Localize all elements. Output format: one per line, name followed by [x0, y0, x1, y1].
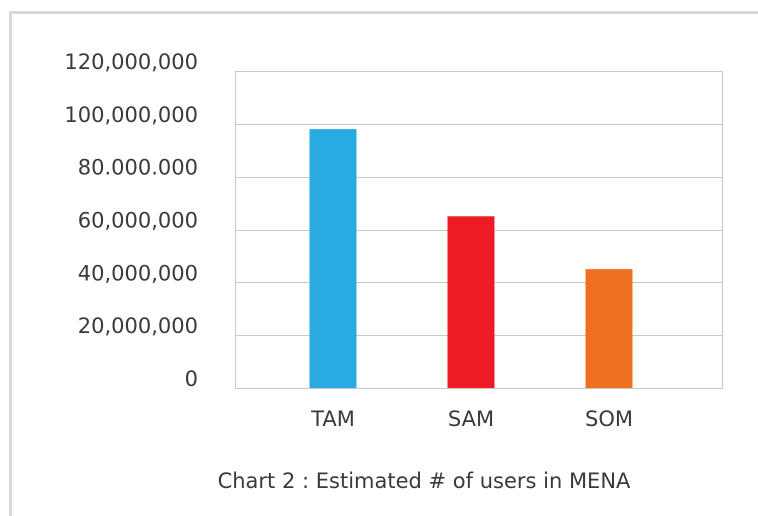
y-tick-label: 120,000,000 [64, 50, 198, 74]
y-tick-label: 20,000,000 [78, 314, 198, 338]
bar [447, 216, 495, 388]
y-tick-label: 0 [185, 367, 198, 391]
x-tick-label: TAM [310, 407, 355, 431]
bar [309, 129, 357, 388]
frame [9, 11, 758, 516]
x-tick-label: SAM [448, 407, 494, 431]
y-tick-label: 40,000,000 [78, 261, 198, 285]
chart-title: Chart 2 : Estimated # of users in MENA [218, 469, 631, 493]
bar [585, 269, 633, 388]
x-tick-label: SOM [585, 407, 633, 431]
y-tick-label: 100,000,000 [64, 103, 198, 127]
y-tick-label: 80.000.000 [78, 156, 198, 180]
y-tick-label: 60,000,000 [78, 209, 198, 233]
